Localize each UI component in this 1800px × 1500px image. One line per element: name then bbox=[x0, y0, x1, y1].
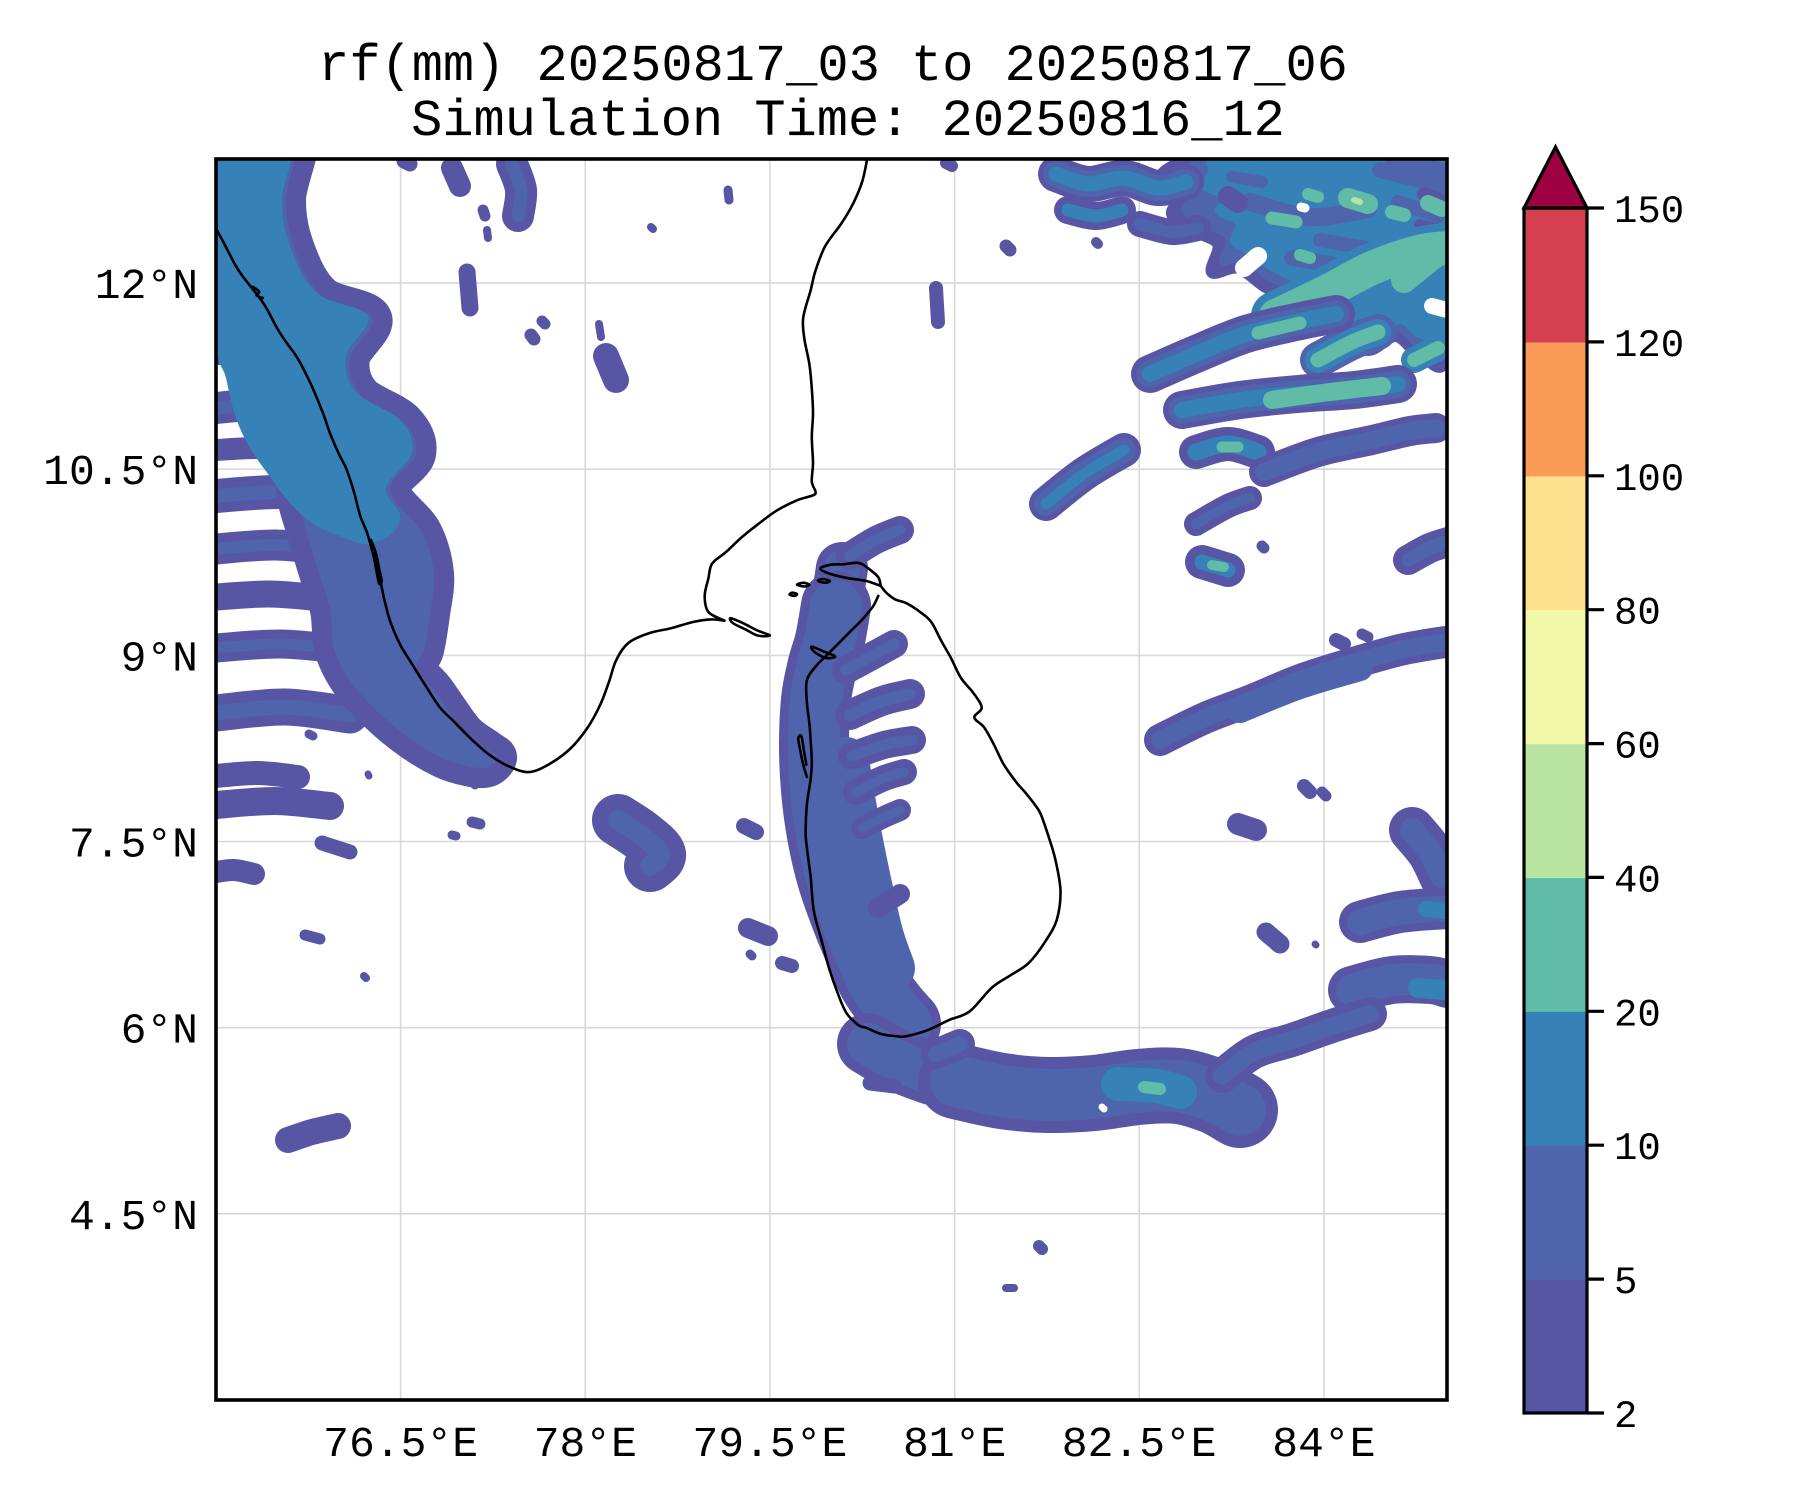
svg-text:40: 40 bbox=[1614, 859, 1661, 903]
svg-text:9°N: 9°N bbox=[121, 634, 198, 683]
svg-text:rf(mm) 20250817_03 to 20250817: rf(mm) 20250817_03 to 20250817_06 bbox=[318, 37, 1348, 96]
svg-text:4.5°N: 4.5°N bbox=[69, 1193, 198, 1242]
svg-text:10: 10 bbox=[1614, 1127, 1661, 1171]
svg-text:100: 100 bbox=[1614, 458, 1684, 502]
svg-text:78°E: 78°E bbox=[534, 1420, 637, 1469]
svg-text:82.5°E: 82.5°E bbox=[1062, 1420, 1217, 1469]
svg-text:10.5°N: 10.5°N bbox=[43, 448, 198, 497]
svg-text:80: 80 bbox=[1614, 592, 1661, 636]
svg-text:76.5°E: 76.5°E bbox=[323, 1420, 478, 1469]
svg-text:150: 150 bbox=[1614, 190, 1684, 234]
svg-text:Simulation Time: 20250816_12: Simulation Time: 20250816_12 bbox=[411, 92, 1285, 151]
svg-text:12°N: 12°N bbox=[95, 262, 198, 311]
svg-text:81°E: 81°E bbox=[903, 1420, 1006, 1469]
svg-text:84°E: 84°E bbox=[1272, 1420, 1375, 1469]
svg-text:20: 20 bbox=[1614, 993, 1661, 1037]
svg-text:79.5°E: 79.5°E bbox=[692, 1420, 847, 1469]
svg-text:5: 5 bbox=[1614, 1261, 1637, 1305]
svg-text:6°N: 6°N bbox=[121, 1007, 198, 1056]
svg-text:120: 120 bbox=[1614, 324, 1684, 368]
svg-text:60: 60 bbox=[1614, 726, 1661, 770]
svg-text:7.5°N: 7.5°N bbox=[69, 821, 198, 870]
svg-text:2: 2 bbox=[1614, 1395, 1637, 1439]
